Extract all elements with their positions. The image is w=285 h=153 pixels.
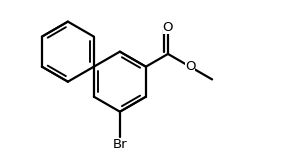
Text: Br: Br (113, 138, 127, 151)
Text: O: O (185, 60, 195, 73)
Text: O: O (163, 21, 173, 34)
